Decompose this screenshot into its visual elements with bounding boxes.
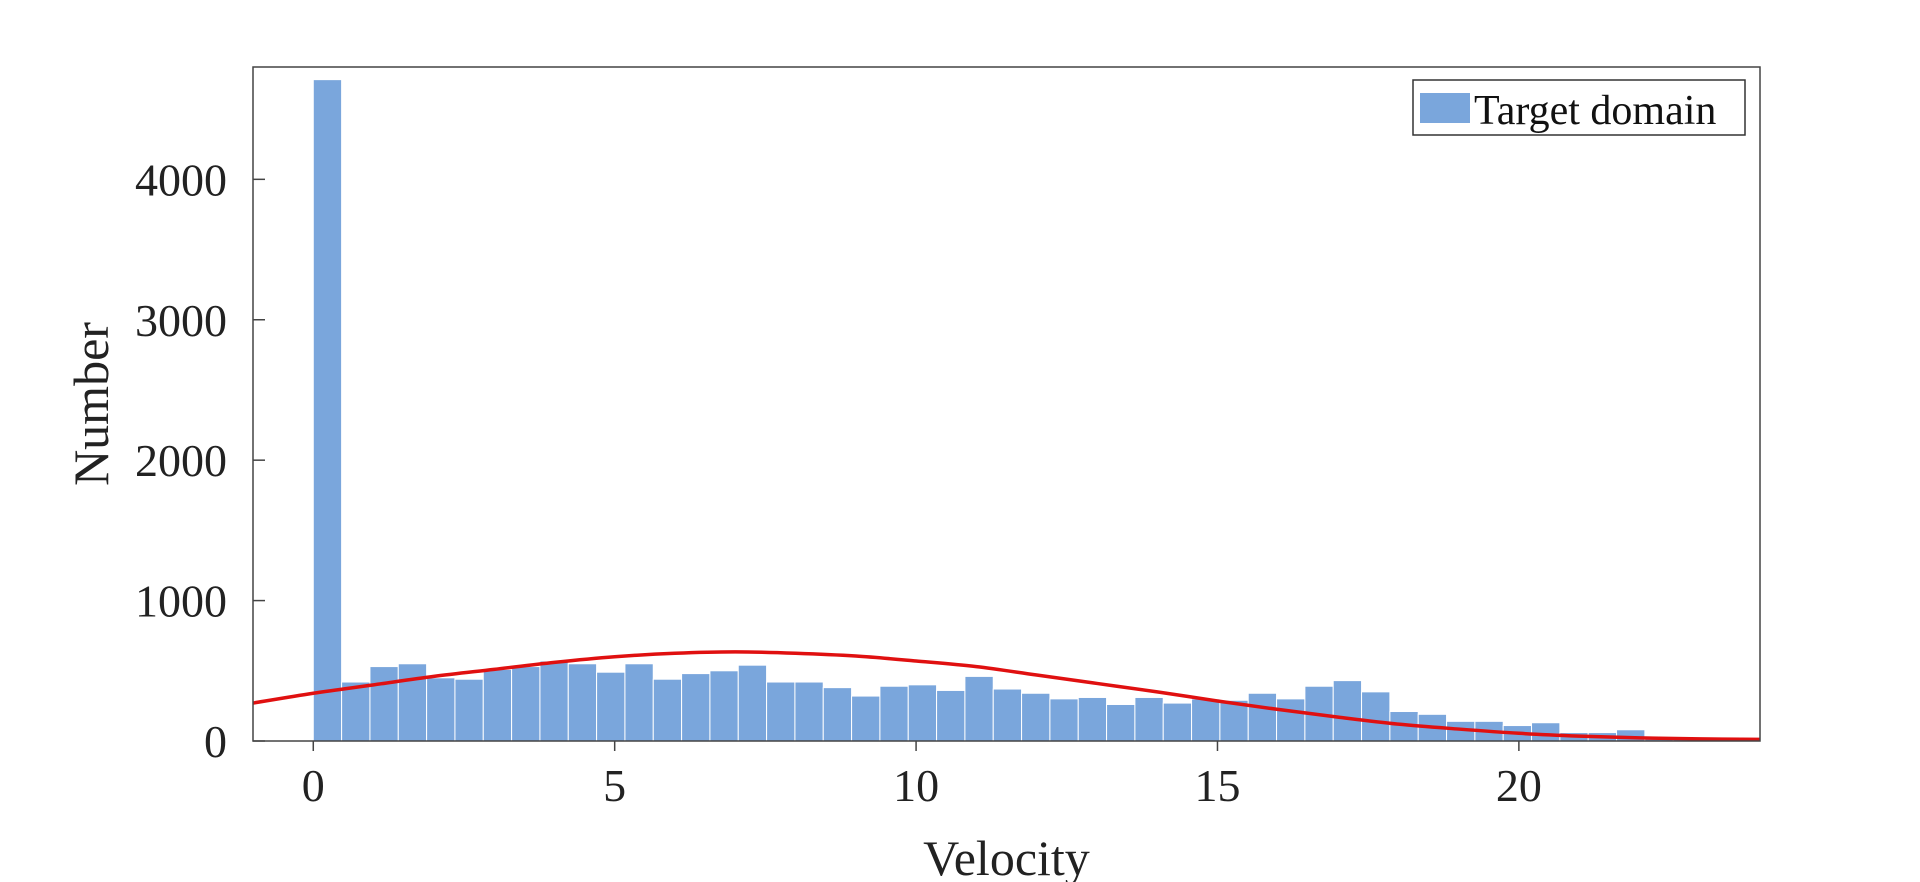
x-tick-label: 20 bbox=[1496, 760, 1542, 811]
y-axis: 0 1000 2000 3000 4000 bbox=[135, 154, 265, 767]
histogram-bar bbox=[539, 660, 569, 742]
histogram-bar bbox=[851, 695, 881, 742]
histogram-bar bbox=[1531, 722, 1561, 742]
histogram-bar bbox=[1332, 680, 1363, 742]
histogram-bar bbox=[596, 671, 626, 742]
histogram-bar bbox=[369, 666, 399, 742]
histogram-bar bbox=[652, 678, 683, 742]
y-tick-label: 0 bbox=[204, 716, 227, 767]
x-tick-label: 15 bbox=[1194, 760, 1240, 811]
legend: Target domain bbox=[1412, 79, 1746, 136]
histogram-bar bbox=[426, 677, 456, 742]
y-tick-label: 3000 bbox=[135, 295, 227, 346]
y-tick-label: 4000 bbox=[135, 154, 227, 205]
histogram-bar bbox=[511, 666, 541, 742]
y-tick-label: 2000 bbox=[135, 435, 227, 486]
histogram-bar bbox=[1361, 691, 1391, 742]
histogram-bar bbox=[397, 663, 428, 742]
x-tick-label: 10 bbox=[893, 760, 939, 811]
histogram-bar bbox=[341, 681, 371, 742]
histogram-bar bbox=[1219, 699, 1249, 742]
histogram-bar bbox=[1134, 696, 1164, 742]
histogram-bar bbox=[1191, 698, 1221, 742]
x-axis-title: Velocity bbox=[923, 830, 1090, 882]
histogram-bar bbox=[482, 668, 513, 742]
x-tick-label: 5 bbox=[603, 760, 626, 811]
histogram-bar bbox=[624, 663, 654, 742]
y-tick-label: 1000 bbox=[135, 576, 227, 627]
fit-curve bbox=[252, 650, 1761, 742]
histogram-bar bbox=[1106, 703, 1136, 742]
x-axis: 0 5 10 15 20 bbox=[302, 741, 1542, 811]
histogram-bar bbox=[1077, 696, 1108, 742]
histogram-bar bbox=[454, 678, 484, 742]
bars-layer bbox=[312, 79, 1759, 742]
histogram-bar bbox=[312, 79, 343, 742]
y-axis-title: Number bbox=[63, 322, 119, 486]
histogram-bar bbox=[766, 681, 796, 742]
histogram-bar bbox=[1049, 698, 1079, 742]
histogram-bar bbox=[1276, 698, 1306, 742]
histogram-bar bbox=[794, 681, 824, 742]
histogram-bar bbox=[709, 670, 739, 742]
histogram-bar bbox=[1162, 702, 1193, 742]
histogram-bar bbox=[964, 675, 994, 742]
histogram-bar bbox=[681, 673, 711, 742]
histogram-bar bbox=[1021, 692, 1051, 742]
legend-swatch bbox=[1420, 93, 1470, 123]
x-tick-label: 0 bbox=[302, 760, 325, 811]
plot-frame bbox=[252, 66, 1761, 742]
histogram-bar bbox=[936, 689, 966, 742]
histogram-bar bbox=[879, 685, 909, 742]
histogram-bar bbox=[992, 688, 1023, 742]
histogram-bar bbox=[907, 684, 938, 742]
histogram-bar bbox=[822, 687, 853, 742]
legend-label: Target domain bbox=[1474, 88, 1716, 134]
histogram-bar bbox=[1247, 692, 1278, 742]
histogram-bar bbox=[567, 663, 598, 742]
histogram-bar bbox=[737, 664, 768, 742]
